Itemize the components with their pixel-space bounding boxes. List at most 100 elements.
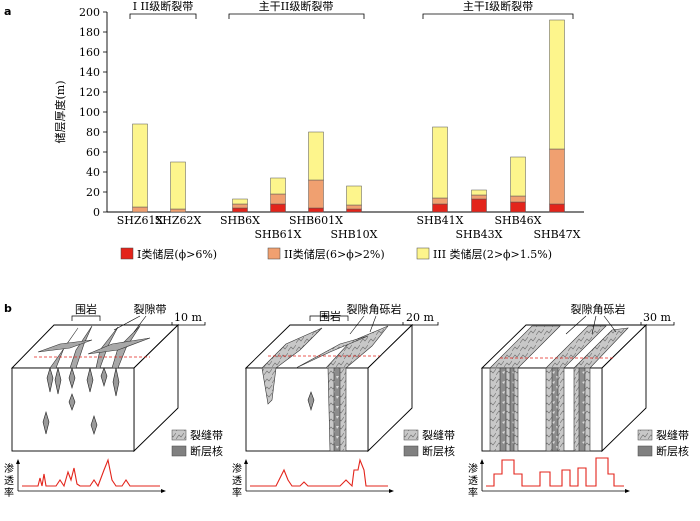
y-tick-label: 180: [79, 26, 100, 39]
permeability-axis-label: 渗: [232, 462, 242, 475]
bar-segment: [549, 19, 565, 150]
x-tick-label: SHZ62X: [155, 214, 202, 227]
bar-segment: [232, 203, 248, 209]
bar-segment: [170, 161, 186, 210]
permeability-curve: [486, 457, 624, 487]
bar-segment: [346, 185, 362, 206]
y-axis: 0 20 40 60 80 100 120 140 160 180 200: [79, 6, 108, 219]
panel-b-label: b: [4, 302, 12, 315]
fault-core: [333, 367, 341, 452]
fault-core: [499, 367, 586, 452]
permeability-axis-label: 率: [232, 486, 242, 499]
permeability-profile: 渗 透 率: [468, 457, 630, 499]
x-tick-label: SHZ61X: [117, 214, 164, 227]
legend-label-fracture: 裂缝带: [656, 428, 689, 442]
y-tick-label: 0: [93, 206, 100, 219]
legend-swatch-fracture: [403, 429, 419, 441]
bar-segment: [270, 203, 286, 213]
y-tick-label: 80: [86, 126, 100, 139]
bar-segment: [308, 179, 324, 209]
permeability-axis-label: 渗: [4, 462, 14, 475]
y-tick-label: 100: [79, 106, 100, 119]
fault-group-label: 主干II级断裂带: [259, 0, 334, 13]
fracture-lens: [307, 391, 315, 412]
legend-label-core: 断层核: [422, 444, 455, 458]
annotation-fracture-zone: 裂隙带: [134, 302, 167, 316]
permeability-profile: 渗 透 率: [4, 458, 166, 499]
fault-group-label: 主干I级断裂带: [463, 0, 533, 13]
bar-segment: [232, 207, 248, 213]
bar-segment: [432, 126, 448, 199]
panel-a-label: a: [4, 5, 11, 18]
legend-label-fracture: 裂缝带: [422, 428, 455, 442]
fracture-zone: [261, 325, 389, 452]
y-tick-label: 160: [79, 46, 100, 59]
bar-segment: [471, 189, 487, 196]
bar-segment: [549, 148, 565, 205]
y-tick-label: 60: [86, 146, 100, 159]
annotation-breccia: 裂隙角砾岩: [347, 302, 402, 316]
fracture-zone: [37, 325, 151, 369]
annotation-breccia: 裂隙角砾岩: [571, 302, 626, 316]
permeability-axis-label: 透: [4, 475, 14, 487]
scale-bar: [640, 322, 675, 326]
fracture-lens: [42, 366, 120, 435]
y-axis-title: 储层厚度(m): [53, 80, 67, 143]
bar-segment: [232, 198, 248, 205]
permeability-curve: [250, 458, 388, 488]
y-tick-label: 20: [86, 186, 100, 199]
fault-group-label: I II级断裂带: [133, 0, 194, 13]
x-tick-label: SHB43X: [455, 228, 502, 241]
legend-label-type3: III 类储层(2>ϕ>1.5%): [433, 247, 552, 261]
legend-swatch-fracture: [171, 429, 187, 441]
bar-segment: [170, 208, 186, 213]
bar-segment: [346, 204, 362, 210]
legend-label-type2: II类储层(6>ϕ>2%): [284, 247, 385, 261]
fault-block-diagram-2: 围岩 裂隙角砾岩 20 m 裂缝带 断层核 渗 透 率: [232, 302, 455, 499]
bar-segment: [346, 208, 362, 213]
bar-segment: [432, 203, 448, 213]
bar-segment: [510, 201, 526, 213]
legend-swatch-fracture: [637, 429, 653, 441]
permeability-curve: [22, 458, 160, 488]
legend-swatch-type1: [120, 247, 134, 260]
bar-series: [132, 19, 565, 213]
fault-block-diagram-3: 裂隙角砾岩 30 m 裂缝带 断层核 渗 透 率: [468, 302, 689, 499]
permeability-axis-label: 渗: [468, 462, 478, 475]
x-tick-label: SHB41X: [416, 214, 463, 227]
permeability-profile: 渗 透 率: [232, 458, 394, 499]
legend-swatch-type2: [267, 247, 281, 260]
bar-segment: [549, 203, 565, 213]
scale-bar-label: 30 m: [643, 311, 671, 324]
annotation-wall-rock: 围岩: [75, 302, 97, 316]
legend-swatch-core: [637, 445, 653, 457]
x-tick-label: SHB10X: [330, 228, 377, 241]
legend-label-core: 断层核: [656, 444, 689, 458]
x-tick-label: SHB6X: [220, 214, 260, 227]
scale-bar-label: 20 m: [406, 311, 434, 324]
bar-segment: [471, 198, 487, 213]
fault-block-diagram-1: 围岩 裂隙带 10 m 裂缝带 断层核 渗 透 率: [4, 302, 223, 499]
legend-label-core: 断层核: [190, 444, 223, 458]
bar-segment: [510, 195, 526, 203]
bar-segment: [132, 123, 148, 208]
bar-segment: [510, 156, 526, 197]
annotation-wall-rock: 围岩: [319, 309, 341, 323]
legend-label-type1: I类储层(ϕ>6%): [137, 247, 217, 261]
x-tick-label: SHB47X: [533, 228, 580, 241]
bar-segment: [308, 207, 324, 213]
bar-segment: [132, 206, 148, 213]
permeability-axis-label: 率: [468, 486, 478, 499]
fault-group-brackets: I II级断裂带 主干II级断裂带 主干I级断裂带: [129, 0, 574, 19]
bar-segment: [308, 131, 324, 181]
x-tick-label: SHB61X: [254, 228, 301, 241]
y-tick-label: 120: [79, 86, 100, 99]
bar-segment: [432, 197, 448, 205]
scale-bar: [171, 322, 206, 326]
legend-swatch-core: [403, 445, 419, 457]
chart-legend: I类储层(ϕ>6%) II类储层(6>ϕ>2%) III 类储层(2>ϕ>1.5…: [120, 247, 552, 261]
x-tick-label: SHB46X: [494, 214, 541, 227]
scale-bar-label: 10 m: [174, 311, 202, 324]
